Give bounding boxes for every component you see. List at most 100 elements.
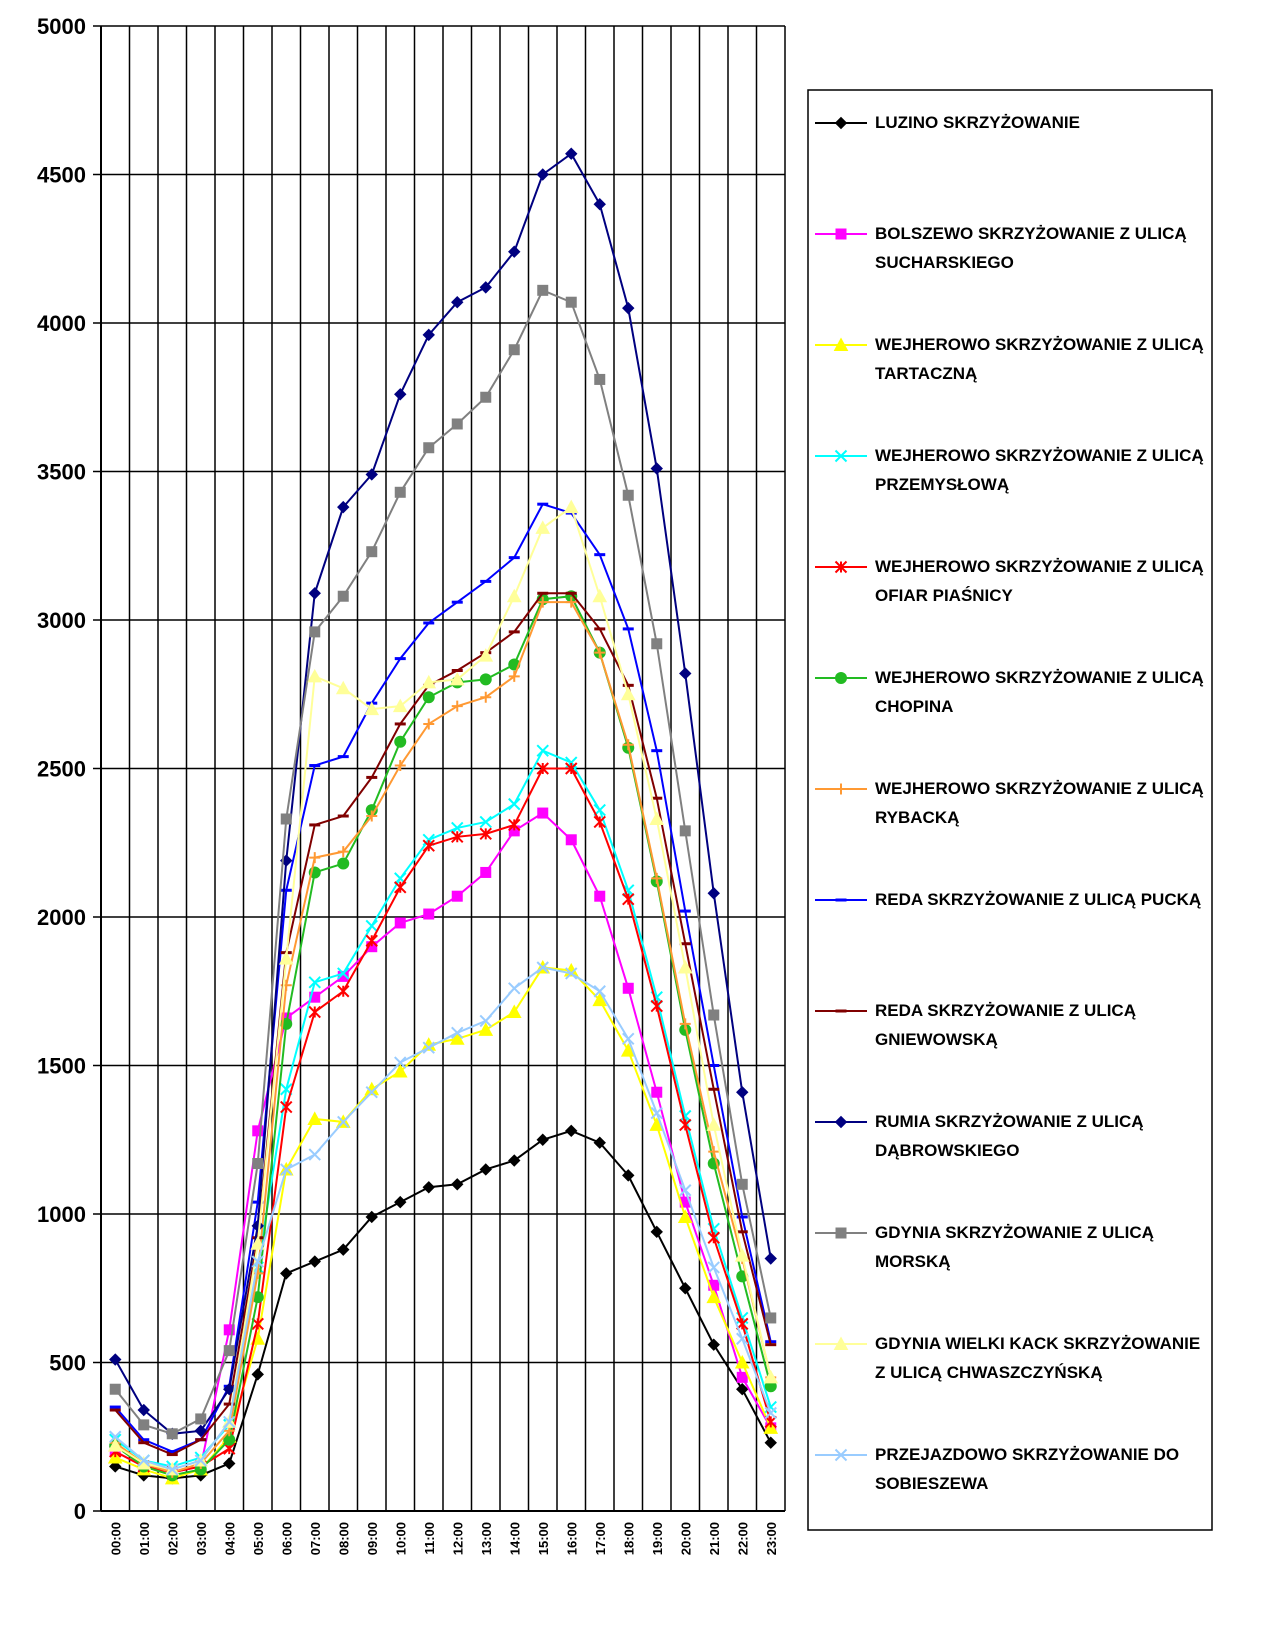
marker — [508, 982, 521, 995]
marker — [708, 1009, 720, 1021]
marker — [422, 1181, 435, 1194]
marker — [109, 1353, 122, 1366]
marker — [194, 1424, 207, 1438]
marker — [833, 337, 849, 351]
marker — [223, 1383, 236, 1396]
marker — [223, 1324, 235, 1336]
legend-label: WEJHEROWO SKRZYŻOWANIE Z ULICĄ PRZEMYSŁO… — [875, 446, 1204, 494]
marker — [278, 951, 294, 965]
marker — [677, 1209, 693, 1223]
marker — [508, 797, 521, 811]
marker — [736, 1332, 749, 1345]
marker — [109, 1430, 122, 1443]
marker — [451, 296, 464, 309]
marker — [451, 700, 463, 712]
marker — [251, 1368, 264, 1381]
marker — [280, 1163, 293, 1176]
marker — [252, 1125, 264, 1137]
x-tick-label: 05:00 — [251, 1522, 266, 1555]
x-tick-label: 12:00 — [450, 1522, 465, 1555]
marker — [479, 673, 492, 686]
marker — [166, 1428, 178, 1440]
x-tick-label: 23:00 — [764, 1522, 779, 1555]
marker — [593, 985, 606, 998]
x-tick-label: 06:00 — [279, 1522, 294, 1555]
marker — [706, 1117, 722, 1131]
marker — [451, 830, 464, 844]
marker — [337, 846, 349, 858]
marker — [508, 1154, 521, 1167]
marker — [622, 1169, 635, 1182]
marker — [679, 1118, 692, 1132]
marker — [622, 739, 634, 751]
marker — [763, 1369, 779, 1384]
x-tick-label: 21:00 — [707, 1522, 722, 1555]
marker — [593, 197, 606, 211]
marker — [835, 1227, 847, 1239]
marker — [337, 1115, 350, 1129]
marker — [307, 1111, 323, 1125]
marker — [592, 992, 608, 1007]
marker — [565, 834, 577, 846]
marker — [765, 1312, 777, 1324]
marker — [651, 638, 663, 650]
marker — [449, 1031, 465, 1045]
y-tick-label: 2000 — [37, 905, 86, 930]
marker — [707, 1231, 720, 1244]
marker — [834, 560, 848, 574]
marker — [423, 718, 435, 730]
x-tick-label: 08:00 — [336, 1522, 351, 1555]
legend-label: PRZEJAZDOWO SKRZYŻOWANIE DO SOBIESZEWA — [875, 1445, 1180, 1493]
marker — [707, 887, 720, 900]
marker — [508, 245, 521, 258]
marker — [423, 908, 435, 920]
marker — [479, 1014, 492, 1028]
x-tick-label: 20:00 — [678, 1522, 693, 1555]
marker — [706, 1289, 722, 1304]
marker — [650, 1225, 663, 1239]
marker — [480, 866, 492, 878]
marker — [479, 1163, 492, 1176]
y-tick-label: 0 — [74, 1499, 86, 1524]
marker — [421, 674, 437, 689]
marker — [508, 825, 520, 837]
marker — [594, 373, 606, 385]
marker — [422, 328, 435, 342]
marker — [833, 1336, 849, 1350]
x-tick-label: 22:00 — [735, 1522, 750, 1555]
marker — [337, 857, 350, 870]
marker — [107, 1438, 123, 1452]
marker — [364, 701, 380, 716]
marker — [337, 967, 350, 980]
marker — [734, 1248, 750, 1262]
marker — [679, 1282, 692, 1295]
marker — [223, 1457, 236, 1470]
marker — [506, 588, 522, 603]
marker — [736, 1178, 748, 1190]
marker — [736, 1371, 748, 1383]
marker — [537, 807, 549, 819]
marker — [451, 1026, 464, 1040]
marker — [194, 1454, 207, 1467]
marker — [650, 1106, 663, 1120]
marker — [479, 815, 492, 829]
y-tick-label: 4000 — [37, 311, 86, 336]
marker — [365, 934, 378, 947]
x-tick-label: 01:00 — [137, 1522, 152, 1555]
marker — [651, 872, 663, 884]
x-tick-label: 19:00 — [650, 1522, 665, 1555]
marker — [307, 668, 323, 683]
marker — [707, 1338, 720, 1351]
marker — [764, 1252, 777, 1265]
legend-label: RUMIA SKRZYŻOWANIE Z ULICĄ DĄBROWSKIEGO — [875, 1112, 1144, 1160]
marker — [593, 815, 606, 829]
marker — [251, 1255, 264, 1268]
marker — [565, 762, 578, 775]
marker — [451, 418, 463, 430]
marker — [536, 762, 549, 775]
marker — [479, 827, 492, 841]
marker — [536, 744, 549, 757]
marker — [166, 1463, 179, 1476]
marker — [137, 1403, 150, 1417]
marker — [337, 590, 349, 602]
